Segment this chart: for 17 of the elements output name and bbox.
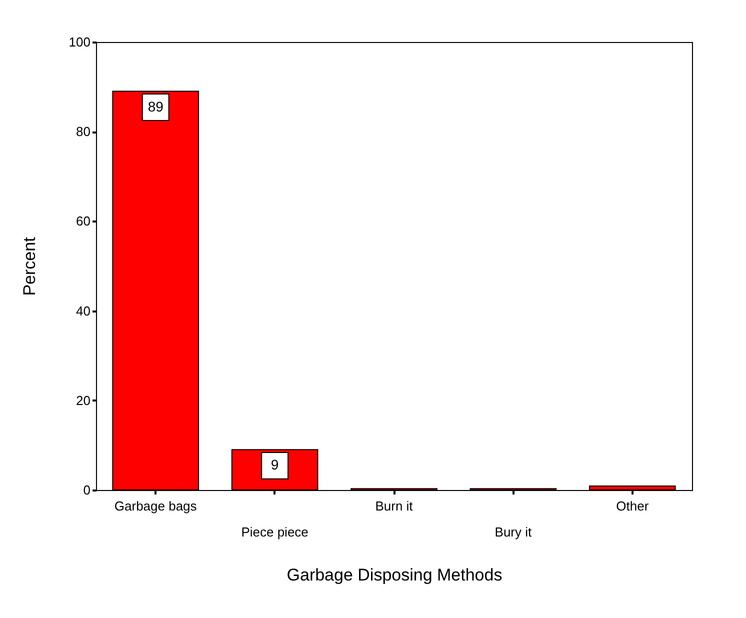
x-tick-label: Bury it: [494, 524, 532, 540]
bar: [112, 90, 200, 490]
y-tick-label: 20: [76, 392, 90, 408]
y-tick-label: 60: [76, 214, 90, 229]
x-tick-label: Garbage bags: [114, 498, 198, 514]
data-label: 9: [270, 456, 279, 473]
y-tick-label: 40: [76, 303, 90, 318]
y-tick-label: 80: [76, 124, 90, 140]
y-tick-label: 0: [83, 482, 90, 498]
x-tick-label: Other: [616, 498, 650, 514]
y-tick-label: 100: [68, 34, 90, 50]
x-axis-title: Garbage Disposing Methods: [286, 566, 502, 584]
x-tick-label: Burn it: [375, 498, 414, 514]
y-axis-title: Percent: [20, 236, 39, 296]
data-label: 89: [148, 98, 164, 114]
bar: [588, 485, 676, 490]
x-tick-label: Piece piece: [241, 524, 308, 540]
